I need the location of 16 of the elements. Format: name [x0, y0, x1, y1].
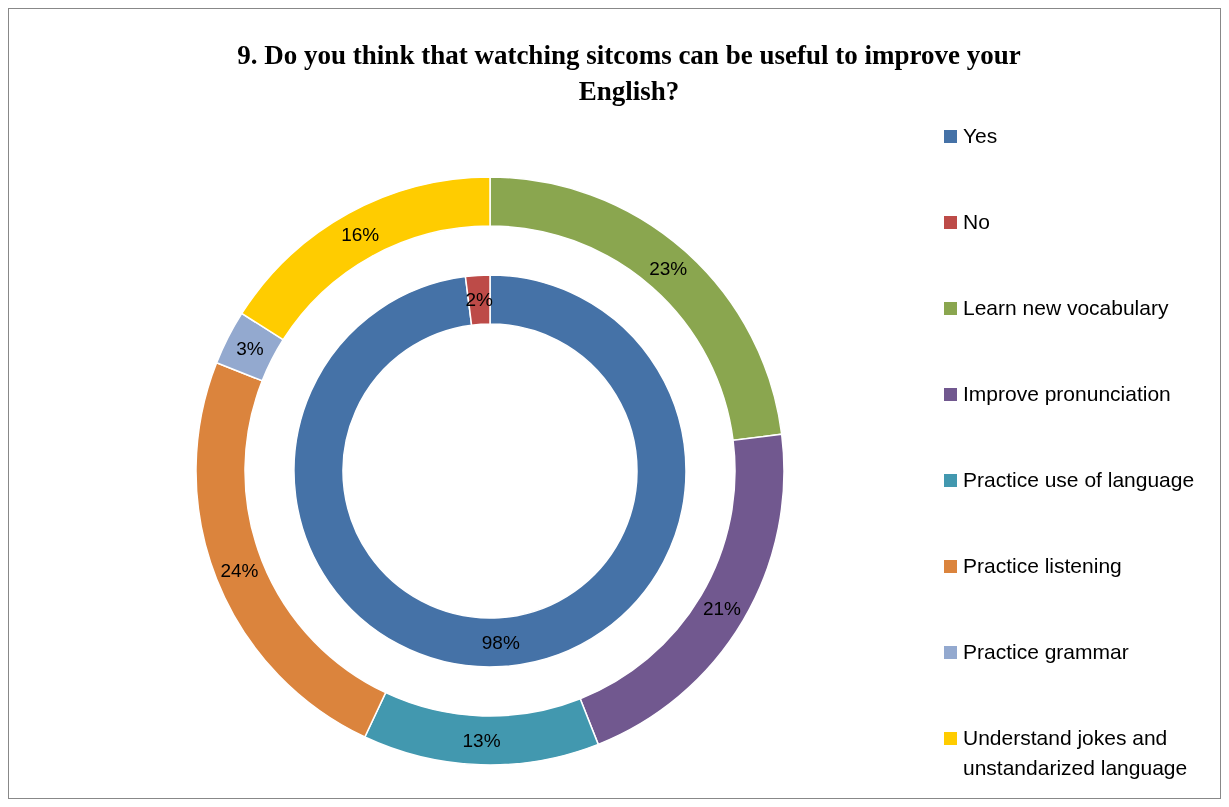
data-label: 21% — [702, 597, 742, 619]
data-label: 16% — [341, 224, 380, 246]
legend-label: Practice use of language — [963, 467, 1195, 493]
data-label: 3% — [236, 338, 264, 360]
data-label: 13% — [462, 729, 501, 751]
legend-label: Yes — [963, 123, 998, 149]
legend-label: Practice grammar — [963, 639, 1129, 665]
data-label: 23% — [649, 258, 688, 280]
legend-label: Learn new vocabulary — [963, 295, 1169, 321]
data-label: 24% — [220, 559, 259, 581]
chart-title: 9. Do you think that watching sitcoms can be useful to improve your English? — [236, 39, 1022, 108]
data-label: 98% — [481, 631, 520, 653]
legend-label: Improve pronunciation — [963, 381, 1171, 407]
legend-label: No — [963, 209, 990, 235]
legend-label: Practice listening — [963, 553, 1122, 579]
legend-label: Understand jokes and unstandarized language — [963, 725, 1189, 781]
